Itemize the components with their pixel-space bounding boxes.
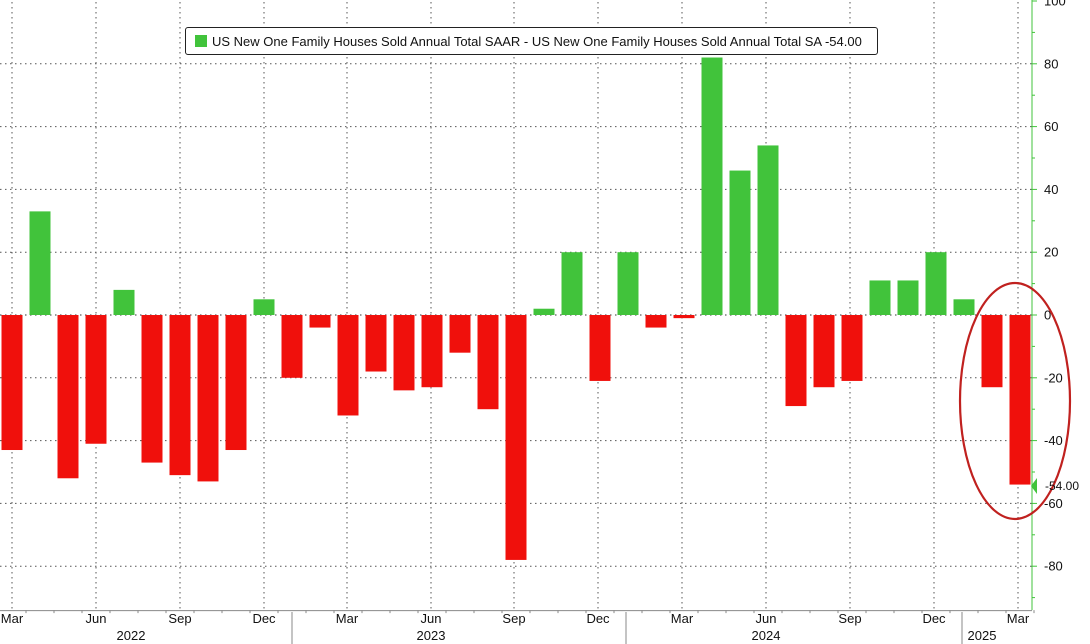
- y-tick-label: 20: [1044, 245, 1058, 260]
- bar-2024-11: [897, 280, 919, 315]
- annotations: [958, 281, 1072, 521]
- last-value-text: -54.00: [1044, 479, 1080, 493]
- y-tick-label: -40: [1044, 433, 1063, 448]
- bar-2024-09: [841, 315, 863, 381]
- bar-2022-07: [113, 289, 135, 315]
- x-tick-label: Sep: [168, 611, 191, 626]
- bars: [1, 57, 1031, 560]
- bar-2025-02: [981, 315, 1003, 388]
- bar-2024-07: [785, 315, 807, 407]
- last-value-tag: -54.00: [1031, 478, 1087, 494]
- highlight-ellipse: [958, 281, 1072, 521]
- bar-2024-06: [757, 145, 779, 315]
- bar-2023-05: [393, 315, 415, 391]
- x-tick-label: Jun: [756, 611, 777, 626]
- x-tick-label: Mar: [1007, 611, 1030, 626]
- bar-2024-08: [813, 315, 835, 388]
- bar-2022-12: [253, 299, 275, 315]
- bar-2023-07: [449, 315, 471, 353]
- x-tick-label: Mar: [336, 611, 359, 626]
- bar-2022-10: [197, 315, 219, 482]
- x-tick-label: Dec: [252, 611, 276, 626]
- x-tick-label: Jun: [86, 611, 107, 626]
- bar-2023-11: [561, 252, 583, 315]
- x-tick-label: Sep: [838, 611, 861, 626]
- x-tick-label: Sep: [502, 611, 525, 626]
- y-tick-label: 80: [1044, 56, 1058, 71]
- bar-2023-01: [281, 315, 303, 378]
- x-tick-label: Mar: [1, 611, 24, 626]
- bar-2022-08: [141, 315, 163, 463]
- x-year-label: 2024: [752, 628, 781, 643]
- bar-2024-10: [869, 280, 891, 315]
- y-tick-label: 0: [1044, 308, 1051, 323]
- x-axis: Mar Jun Sep Dec Mar Jun Sep Dec Mar Jun Sep Dec Mar 2…: [0, 610, 1035, 644]
- bar-2024-03: [673, 315, 695, 319]
- y-tick-label: 40: [1044, 182, 1058, 197]
- x-year-label: 2022: [117, 628, 146, 643]
- bar-2025-03: [1009, 315, 1031, 485]
- bar-2022-09: [169, 315, 191, 476]
- y-tick-label: -80: [1044, 559, 1063, 574]
- x-tick-label: Jun: [421, 611, 442, 626]
- legend: US New One Family Houses Sold Annual Tot…: [185, 27, 878, 55]
- bar-2022-06: [85, 315, 107, 444]
- bar-2022-03: [1, 315, 23, 451]
- bar-2025-01: [953, 299, 975, 315]
- bar-2023-02: [309, 315, 331, 328]
- bar-2023-10: [533, 308, 555, 315]
- y-tick-label: -60: [1044, 496, 1063, 511]
- x-year-label: 2023: [417, 628, 446, 643]
- x-tick-label: Mar: [671, 611, 694, 626]
- bar-2023-09: [505, 315, 527, 560]
- bar-2024-04: [701, 57, 723, 316]
- y-tick-label: 60: [1044, 119, 1058, 134]
- y-tick-label: -20: [1044, 370, 1063, 385]
- bar-2023-04: [365, 315, 387, 372]
- bar-2024-02: [645, 315, 667, 328]
- bar-2023-03: [337, 315, 359, 416]
- x-tick-label: Dec: [922, 611, 946, 626]
- bar-2022-11: [225, 315, 247, 451]
- bar-2023-08: [477, 315, 499, 410]
- bar-2024-05: [729, 170, 751, 315]
- bar-2022-05: [57, 315, 79, 479]
- legend-label: US New One Family Houses Sold Annual Tot…: [212, 33, 862, 49]
- y-axis: 100 80 60 40 20 0 -20 -40 -60 -80: [1031, 0, 1066, 611]
- y-tick-label: 100: [1044, 0, 1066, 9]
- bar-2023-12: [589, 315, 611, 381]
- bar-2024-12: [925, 252, 947, 315]
- bar-2022-04: [29, 211, 51, 315]
- bar-2024-01: [617, 252, 639, 315]
- legend-swatch: [195, 35, 207, 47]
- x-tick-label: Dec: [586, 611, 610, 626]
- x-year-label: 2025: [968, 628, 997, 643]
- bar-2023-06: [421, 315, 443, 388]
